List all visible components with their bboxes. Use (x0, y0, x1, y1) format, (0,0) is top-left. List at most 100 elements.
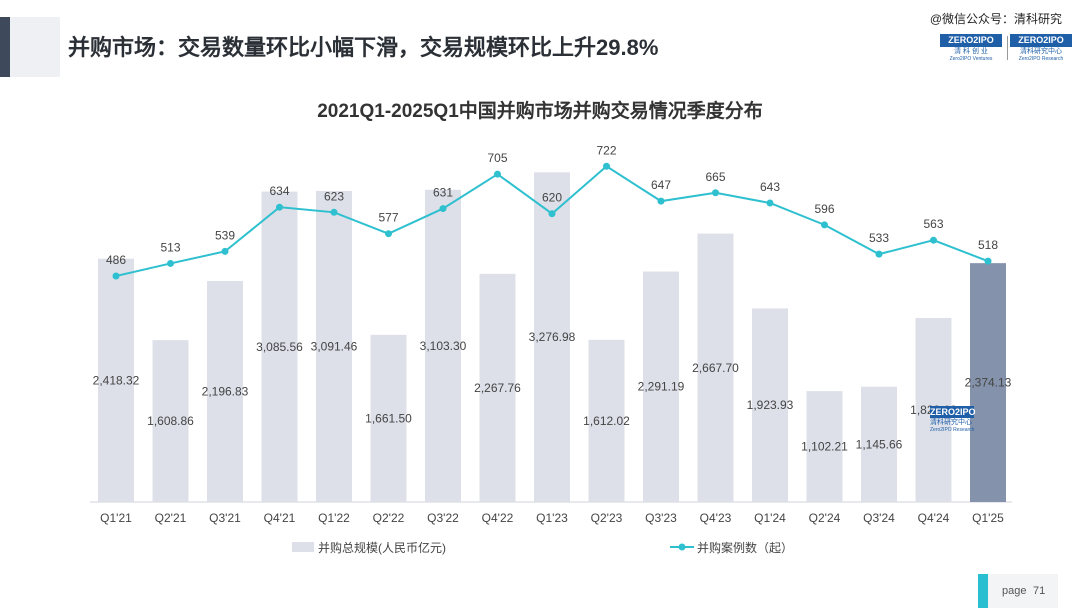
bar-value-label: 3,085.56 (256, 340, 303, 354)
bar-mark (370, 334, 407, 502)
bar-mark (152, 340, 189, 502)
chart-title: 2021Q1-2025Q1中国并购市场并购交易情况季度分布 (317, 101, 763, 122)
bar-value-label: 2,291.19 (638, 380, 685, 394)
bar-mark (588, 339, 625, 502)
bar-value-label: 2,196.83 (202, 384, 249, 398)
bar-value-label: 2,374.13 (965, 376, 1012, 390)
x-tick-label: Q4'23 (700, 511, 732, 525)
bar-mark (806, 391, 843, 502)
line-value-label: 577 (378, 211, 398, 225)
bar-value-label: 2,667.70 (692, 361, 739, 375)
logo-sub: Zero2IPO Research (1018, 56, 1064, 62)
bar-mark (643, 271, 679, 502)
line-value-label: 620 (542, 191, 562, 205)
bar-mark (534, 172, 570, 502)
line-point (603, 162, 610, 170)
x-tick-label: Q3'21 (209, 511, 241, 525)
logo-brand: ZERO2IPO (940, 34, 1002, 47)
line-value-label: 518 (978, 238, 998, 252)
logo-brand: ZERO2IPO (930, 406, 976, 418)
bar-value-label: 3,276.98 (529, 330, 576, 344)
x-tick-label: Q1'25 (972, 511, 1004, 525)
line-value-label: 665 (705, 170, 725, 184)
x-tick-label: Q2'22 (373, 511, 405, 525)
bar-value-label: 1,608.86 (147, 414, 194, 428)
x-tick-label: Q3'24 (863, 511, 895, 525)
bar-mark (479, 273, 516, 502)
bar-mark (970, 263, 1006, 502)
bar-mark (425, 189, 461, 502)
bar-value-label: 1,102.21 (801, 440, 848, 454)
legend-line-label: 并购案例数（起） (697, 541, 794, 555)
line-value-label: 643 (760, 180, 780, 194)
logo-sub: Zero2IPO Ventures (949, 56, 993, 62)
x-tick-label: Q1'23 (536, 511, 568, 525)
page-indicator (978, 574, 1058, 608)
x-tick-label: Q2'21 (155, 511, 187, 525)
x-tick-label: Q2'23 (591, 511, 623, 525)
line-point (276, 203, 283, 211)
chart-watermark-logo: ZERO2IPO 清科研究中心 Zero2IPO Research (930, 406, 990, 438)
title-band (10, 17, 60, 77)
x-tick-label: Q3'23 (645, 511, 677, 525)
bar-mark (316, 190, 352, 502)
line-value-label: 631 (433, 186, 453, 200)
line-value-label: 647 (651, 178, 671, 192)
bar-value-label: 2,418.32 (93, 373, 140, 387)
line-point (167, 259, 174, 267)
x-tick-label: Q3'22 (427, 511, 459, 525)
bar-value-label: 1,923.93 (747, 398, 794, 412)
line-point (712, 189, 719, 197)
x-tick-label: Q4'24 (918, 511, 950, 525)
bar-value-label: 1,661.50 (365, 411, 412, 425)
line-point (875, 250, 883, 258)
page-label: page (1002, 585, 1027, 597)
logo-name: 清科研究中心 (930, 419, 972, 426)
line-value-label: 539 (215, 228, 235, 242)
bar-value-label: 1,145.66 (856, 437, 903, 451)
slide-title: 并购市场：交易数量环比小幅下滑，交易规模环比上升29.8% (68, 35, 659, 60)
line-value-label: 634 (269, 184, 289, 198)
bar-mark (861, 386, 897, 502)
legend-line-swatch (670, 543, 694, 551)
line-value-label: 623 (324, 189, 344, 203)
legend-bar-swatch (292, 542, 314, 552)
logo-name: 清科研究中心 (1020, 48, 1062, 55)
logo-sub: Zero2IPO Research (930, 427, 975, 433)
line-point (930, 236, 937, 244)
line-point (385, 230, 392, 238)
zero2ipo-ventures-logo: ZERO2IPO 清 科 创 业 Zero2IPO Ventures (940, 34, 1002, 62)
line-point (330, 208, 338, 216)
zero2ipo-research-logo: ZERO2IPO 清科研究中心 Zero2IPO Research (1010, 34, 1072, 62)
x-tick-label: Q1'24 (754, 511, 786, 525)
x-tick-label: Q1'21 (100, 511, 132, 525)
x-tick-label: Q1'22 (318, 511, 350, 525)
wechat-watermark: @微信公众号：清科研究 (929, 12, 1062, 26)
line-point (766, 199, 774, 207)
page-number: 71 (1033, 585, 1046, 597)
bar-mark (752, 308, 788, 502)
line-value-label: 705 (487, 151, 507, 165)
line-point (494, 170, 501, 178)
line-value-label: 486 (106, 253, 126, 267)
bar-mark (261, 191, 298, 502)
bar-mark (207, 280, 243, 502)
line-point (112, 272, 120, 280)
logo-name: 清 科 创 业 (954, 48, 988, 55)
line-point (657, 197, 665, 205)
title-accent-bar (0, 17, 10, 77)
line-point (439, 205, 447, 213)
line-point (984, 257, 992, 265)
line-value-label: 513 (160, 240, 180, 254)
line-point (548, 210, 556, 218)
bar-value-label: 2,267.76 (474, 381, 521, 395)
logo-brand: ZERO2IPO (1010, 34, 1072, 47)
bar-value-label: 3,103.30 (420, 339, 467, 353)
x-tick-label: Q4'21 (264, 511, 296, 525)
bar-mark (697, 233, 734, 502)
logo-divider (1007, 36, 1008, 60)
x-tick-label: Q4'22 (482, 511, 514, 525)
line-value-label: 533 (869, 231, 889, 245)
bar-mark (98, 258, 134, 502)
